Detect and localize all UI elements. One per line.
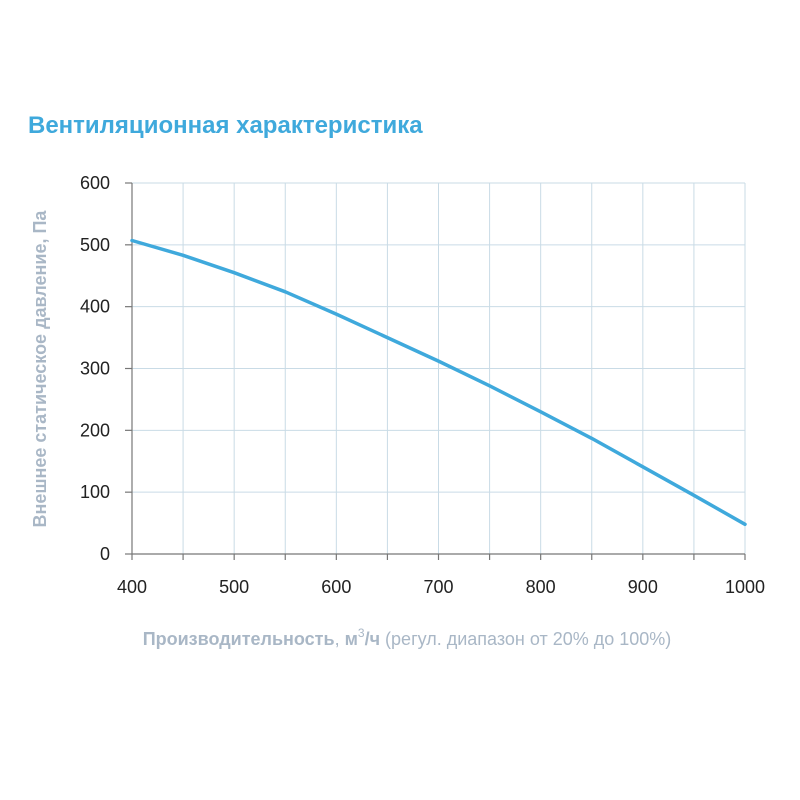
series-layer [130,238,747,527]
x-axis-label-unit-sup: 3 [358,626,365,640]
x-axis-label: Производительность, м3/ч (регул. диапазо… [143,626,672,649]
x-tick-label: 800 [526,577,556,597]
series-line [130,238,747,527]
axes [125,182,746,560]
y-tick-label: 300 [80,359,110,379]
y-tick-label: 600 [80,173,110,193]
y-tick-label: 200 [80,420,110,440]
x-axis-label-unit-suffix: /ч [365,629,380,649]
x-tick-label: 600 [321,577,351,597]
y-tick-label: 0 [100,544,110,564]
x-tick-label: 400 [117,577,147,597]
x-tick-label: 1000 [725,577,765,597]
x-axis-label-main: Производительность [143,629,335,649]
tick-labels: 0 100 200 300 400 500 600 400 500 600 700 800 900 100… [80,173,765,597]
x-tick-label: 500 [219,577,249,597]
y-tick-label: 400 [80,297,110,317]
y-tick-label: 100 [80,482,110,502]
chart-title: Вентиляционная характеристика [28,112,423,139]
x-tick-label: 700 [423,577,453,597]
x-tick-label: 900 [628,577,658,597]
y-axis-label: Внешнее статическое давление, Па [30,210,50,528]
x-axis-label-note: (регул. диапазон от 20% до 100%) [380,629,671,649]
y-tick-label: 500 [80,235,110,255]
x-axis-label-sep: , [335,629,345,649]
x-axis-label-unit: м [345,629,358,649]
grid-lines [132,182,746,554]
